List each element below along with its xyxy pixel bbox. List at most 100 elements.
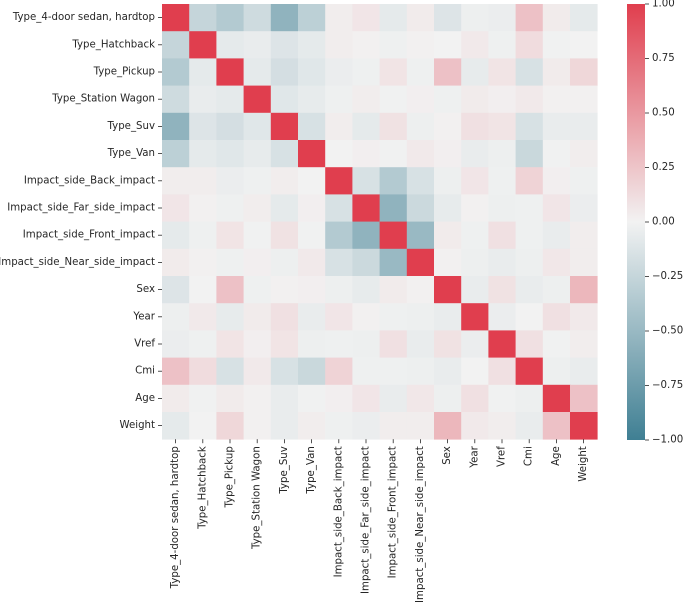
heatmap-cell xyxy=(298,58,326,86)
heatmap-cell xyxy=(542,221,571,250)
heatmap-cell xyxy=(434,303,462,331)
heatmap-cell xyxy=(379,194,408,222)
heatmap-cell xyxy=(488,303,516,331)
heatmap-cell xyxy=(542,112,571,141)
heatmap-cell xyxy=(379,167,408,195)
heatmap-cell xyxy=(434,248,462,277)
heatmap-cell xyxy=(352,31,380,59)
heatmap-cell xyxy=(189,4,217,32)
heatmap-cell xyxy=(515,412,544,440)
heatmap-cell xyxy=(216,303,244,331)
heatmap-cell xyxy=(189,384,217,413)
heatmap-cell xyxy=(542,85,571,114)
heatmap-cell xyxy=(461,4,489,32)
heatmap-cell xyxy=(189,167,217,195)
heatmap-cell xyxy=(461,221,489,250)
heatmap-cell xyxy=(434,412,462,440)
heatmap-cell xyxy=(570,412,598,440)
heatmap-cell xyxy=(461,384,489,413)
heatmap-cell xyxy=(406,276,435,304)
heatmap-cell xyxy=(325,167,353,195)
x-tick-label: Type_Van xyxy=(306,446,317,494)
heatmap-cell xyxy=(379,303,408,331)
heatmap-cell xyxy=(461,194,489,222)
heatmap-cell xyxy=(406,167,435,195)
heatmap-cell xyxy=(570,31,598,59)
heatmap-cell xyxy=(325,303,353,331)
heatmap-cell xyxy=(162,140,190,168)
heatmap-cell xyxy=(406,412,435,440)
heatmap-cell xyxy=(515,276,544,304)
heatmap-cell xyxy=(570,357,598,386)
y-tick-label: Year xyxy=(132,311,155,322)
x-tick-label: Impact_side_Near_side_impact xyxy=(415,446,426,603)
heatmap-cell xyxy=(570,276,598,304)
colorbar-gradient xyxy=(627,4,645,440)
heatmap-cell xyxy=(461,85,489,114)
heatmap-cell xyxy=(243,303,272,331)
heatmap-cell xyxy=(488,330,516,358)
heatmap-cell xyxy=(216,112,244,141)
heatmap-cell xyxy=(216,276,244,304)
heatmap-cell xyxy=(162,248,190,277)
heatmap-cell xyxy=(352,221,380,250)
x-tick-label: Weight xyxy=(578,446,589,482)
heatmap-cell xyxy=(542,303,571,331)
y-tick-label: Type_Hatchback xyxy=(71,39,155,50)
heatmap-cell xyxy=(270,303,299,331)
heatmap-cell xyxy=(189,85,217,114)
y-tick-label: Type_4-door sedan, hardtop xyxy=(12,12,155,23)
heatmap-cell xyxy=(243,167,272,195)
heatmap-cell xyxy=(216,194,244,222)
heatmap-cell xyxy=(298,303,326,331)
heatmap-cell xyxy=(189,330,217,358)
heatmap-cell xyxy=(216,221,244,250)
heatmap-cell xyxy=(406,194,435,222)
heatmap-cell xyxy=(189,248,217,277)
heatmap-cell xyxy=(570,58,598,86)
y-tick-label: Type_Van xyxy=(107,148,155,159)
heatmap-cell xyxy=(270,58,299,86)
heatmap-cell xyxy=(352,167,380,195)
heatmap-cell xyxy=(298,221,326,250)
heatmap-cell xyxy=(298,140,326,168)
heatmap-cell xyxy=(570,384,598,413)
heatmap-cell xyxy=(461,140,489,168)
heatmap-cell xyxy=(270,357,299,386)
heatmap-cell xyxy=(542,248,571,277)
x-tick-label: Type_Station Wagon xyxy=(252,446,263,550)
heatmap-cell xyxy=(461,31,489,59)
x-tick-label: Age xyxy=(551,446,562,466)
heatmap-cell xyxy=(434,221,462,250)
heatmap-cell xyxy=(270,167,299,195)
heatmap-cell xyxy=(243,384,272,413)
heatmap-cell xyxy=(488,31,516,59)
heatmap-cell xyxy=(243,248,272,277)
x-tick-label: Type_Hatchback xyxy=(197,446,208,530)
heatmap-cell xyxy=(570,85,598,114)
heatmap-cell xyxy=(406,248,435,277)
heatmap-cell xyxy=(298,276,326,304)
heatmap-cell xyxy=(515,167,544,195)
heatmap-cell xyxy=(434,140,462,168)
heatmap-cell xyxy=(542,58,571,86)
heatmap-cell xyxy=(243,31,272,59)
x-tick-label: Year xyxy=(469,445,480,468)
heatmap-cell xyxy=(162,58,190,86)
heatmap-cell xyxy=(515,303,544,331)
y-tick-label: Impact_side_Far_side_impact xyxy=(7,203,155,214)
heatmap-cell xyxy=(570,140,598,168)
heatmap-cell xyxy=(542,167,571,195)
heatmap-cell xyxy=(243,4,272,32)
heatmap-cell xyxy=(298,330,326,358)
heatmap-cell xyxy=(406,85,435,114)
heatmap-cell xyxy=(162,330,190,358)
heatmap-cell xyxy=(515,58,544,86)
heatmap-cell xyxy=(461,276,489,304)
heatmap-cell xyxy=(216,31,244,59)
heatmap-cell xyxy=(243,58,272,86)
heatmap-cell xyxy=(434,112,462,141)
heatmap-cell xyxy=(406,357,435,386)
heatmap-cell xyxy=(406,4,435,32)
heatmap-cell xyxy=(434,357,462,386)
